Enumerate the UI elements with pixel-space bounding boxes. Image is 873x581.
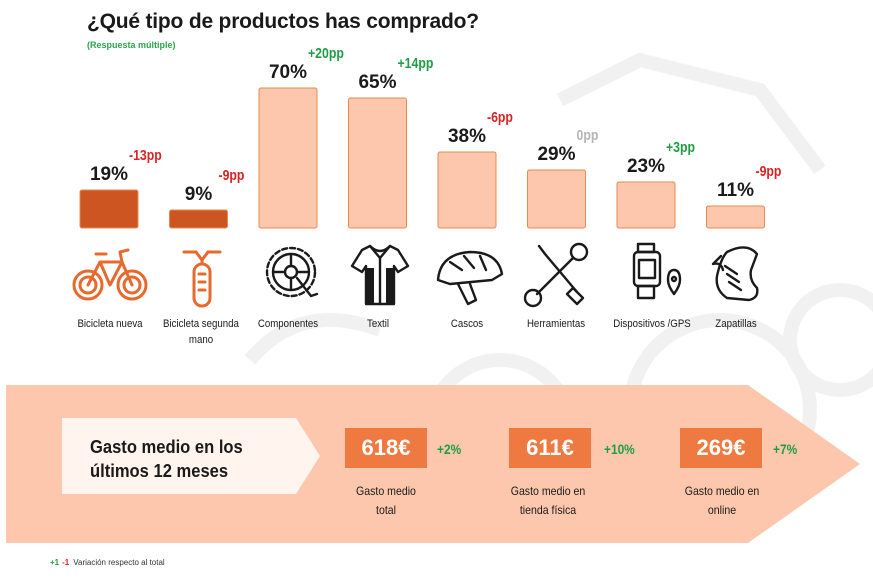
spending-title: Gasto medio en los últimos 12 meses bbox=[90, 435, 243, 483]
category-label: Textil bbox=[366, 318, 390, 330]
spending-banner bbox=[6, 385, 860, 543]
bar-chart: 19%-13pp 9% -9pp 70%+20pp 65%+14pp 38%-6pp 29%… bbox=[79, 45, 782, 229]
spending-title-line1: Gasto medio en los bbox=[90, 437, 243, 457]
spending-online-delta: +7% bbox=[773, 441, 798, 457]
tools-icon bbox=[523, 242, 589, 308]
variation-label: -9pp bbox=[219, 167, 245, 183]
bar bbox=[616, 181, 676, 229]
bar bbox=[79, 189, 139, 229]
variation-label: +14pp bbox=[398, 55, 434, 71]
category-label: Bicicleta nueva bbox=[77, 318, 143, 330]
bar bbox=[258, 87, 318, 229]
chart-title: ¿Qué tipo de productos has comprado? bbox=[87, 10, 479, 33]
legend-positive: +1 bbox=[50, 558, 60, 567]
shoe-icon bbox=[711, 246, 759, 302]
spending-total-label: Gasto medio total bbox=[356, 484, 416, 517]
value-label: 9% bbox=[185, 184, 213, 205]
bicycle-icon bbox=[72, 248, 148, 301]
variation-label: +3pp bbox=[666, 139, 695, 155]
spending-store-label: Gasto medio en tienda física bbox=[510, 484, 586, 517]
variation-label: 0pp bbox=[577, 127, 599, 143]
value-label: 38% bbox=[448, 126, 486, 147]
variation-label: +20pp bbox=[308, 45, 344, 61]
chart-subtitle: (Respuesta múltiple) bbox=[87, 40, 176, 50]
legend-text: Variación respecto al total bbox=[73, 558, 165, 567]
spending-store-value: 611€ bbox=[509, 428, 591, 468]
gear-icon bbox=[265, 246, 319, 298]
spending-total-delta: +2% bbox=[437, 441, 462, 457]
category-label: Dispositivos /GPS bbox=[613, 318, 691, 330]
spending-total-value: 618€ bbox=[345, 428, 427, 468]
bar bbox=[706, 205, 765, 229]
variation-label: -9pp bbox=[756, 163, 782, 179]
variation-label: -13pp bbox=[129, 147, 162, 163]
bar bbox=[169, 209, 228, 229]
used-bicycle-icon bbox=[182, 250, 222, 308]
category-label: Cascos bbox=[450, 318, 484, 330]
spending-online-value: 269€ bbox=[680, 428, 762, 468]
spending-online-label: Gasto medio en online bbox=[684, 484, 760, 517]
value-label: 19% bbox=[90, 164, 128, 185]
bar bbox=[437, 151, 497, 229]
helmet-icon bbox=[436, 250, 504, 306]
spending-store-delta: +10% bbox=[604, 441, 635, 457]
value-label: 11% bbox=[717, 180, 754, 201]
gps-watch-icon bbox=[632, 242, 682, 300]
variation-label: -6pp bbox=[487, 109, 513, 125]
value-label: 70% bbox=[269, 62, 307, 83]
bar bbox=[527, 169, 586, 229]
category-label: Bicicleta segunda mano bbox=[163, 318, 239, 346]
value-label: 65% bbox=[358, 72, 396, 93]
value-label: 29% bbox=[537, 144, 575, 165]
spending-title-line2: últimos 12 meses bbox=[90, 461, 229, 481]
bar bbox=[348, 97, 407, 229]
category-label: Herramientas bbox=[526, 318, 586, 330]
category-label: Zapatillas bbox=[715, 318, 757, 330]
category-label: Componentes bbox=[257, 318, 319, 330]
jersey-icon bbox=[350, 244, 410, 306]
value-label: 23% bbox=[627, 156, 665, 177]
legend: +1 -1 Variación respecto al total bbox=[50, 558, 165, 567]
legend-negative: -1 bbox=[62, 558, 70, 567]
